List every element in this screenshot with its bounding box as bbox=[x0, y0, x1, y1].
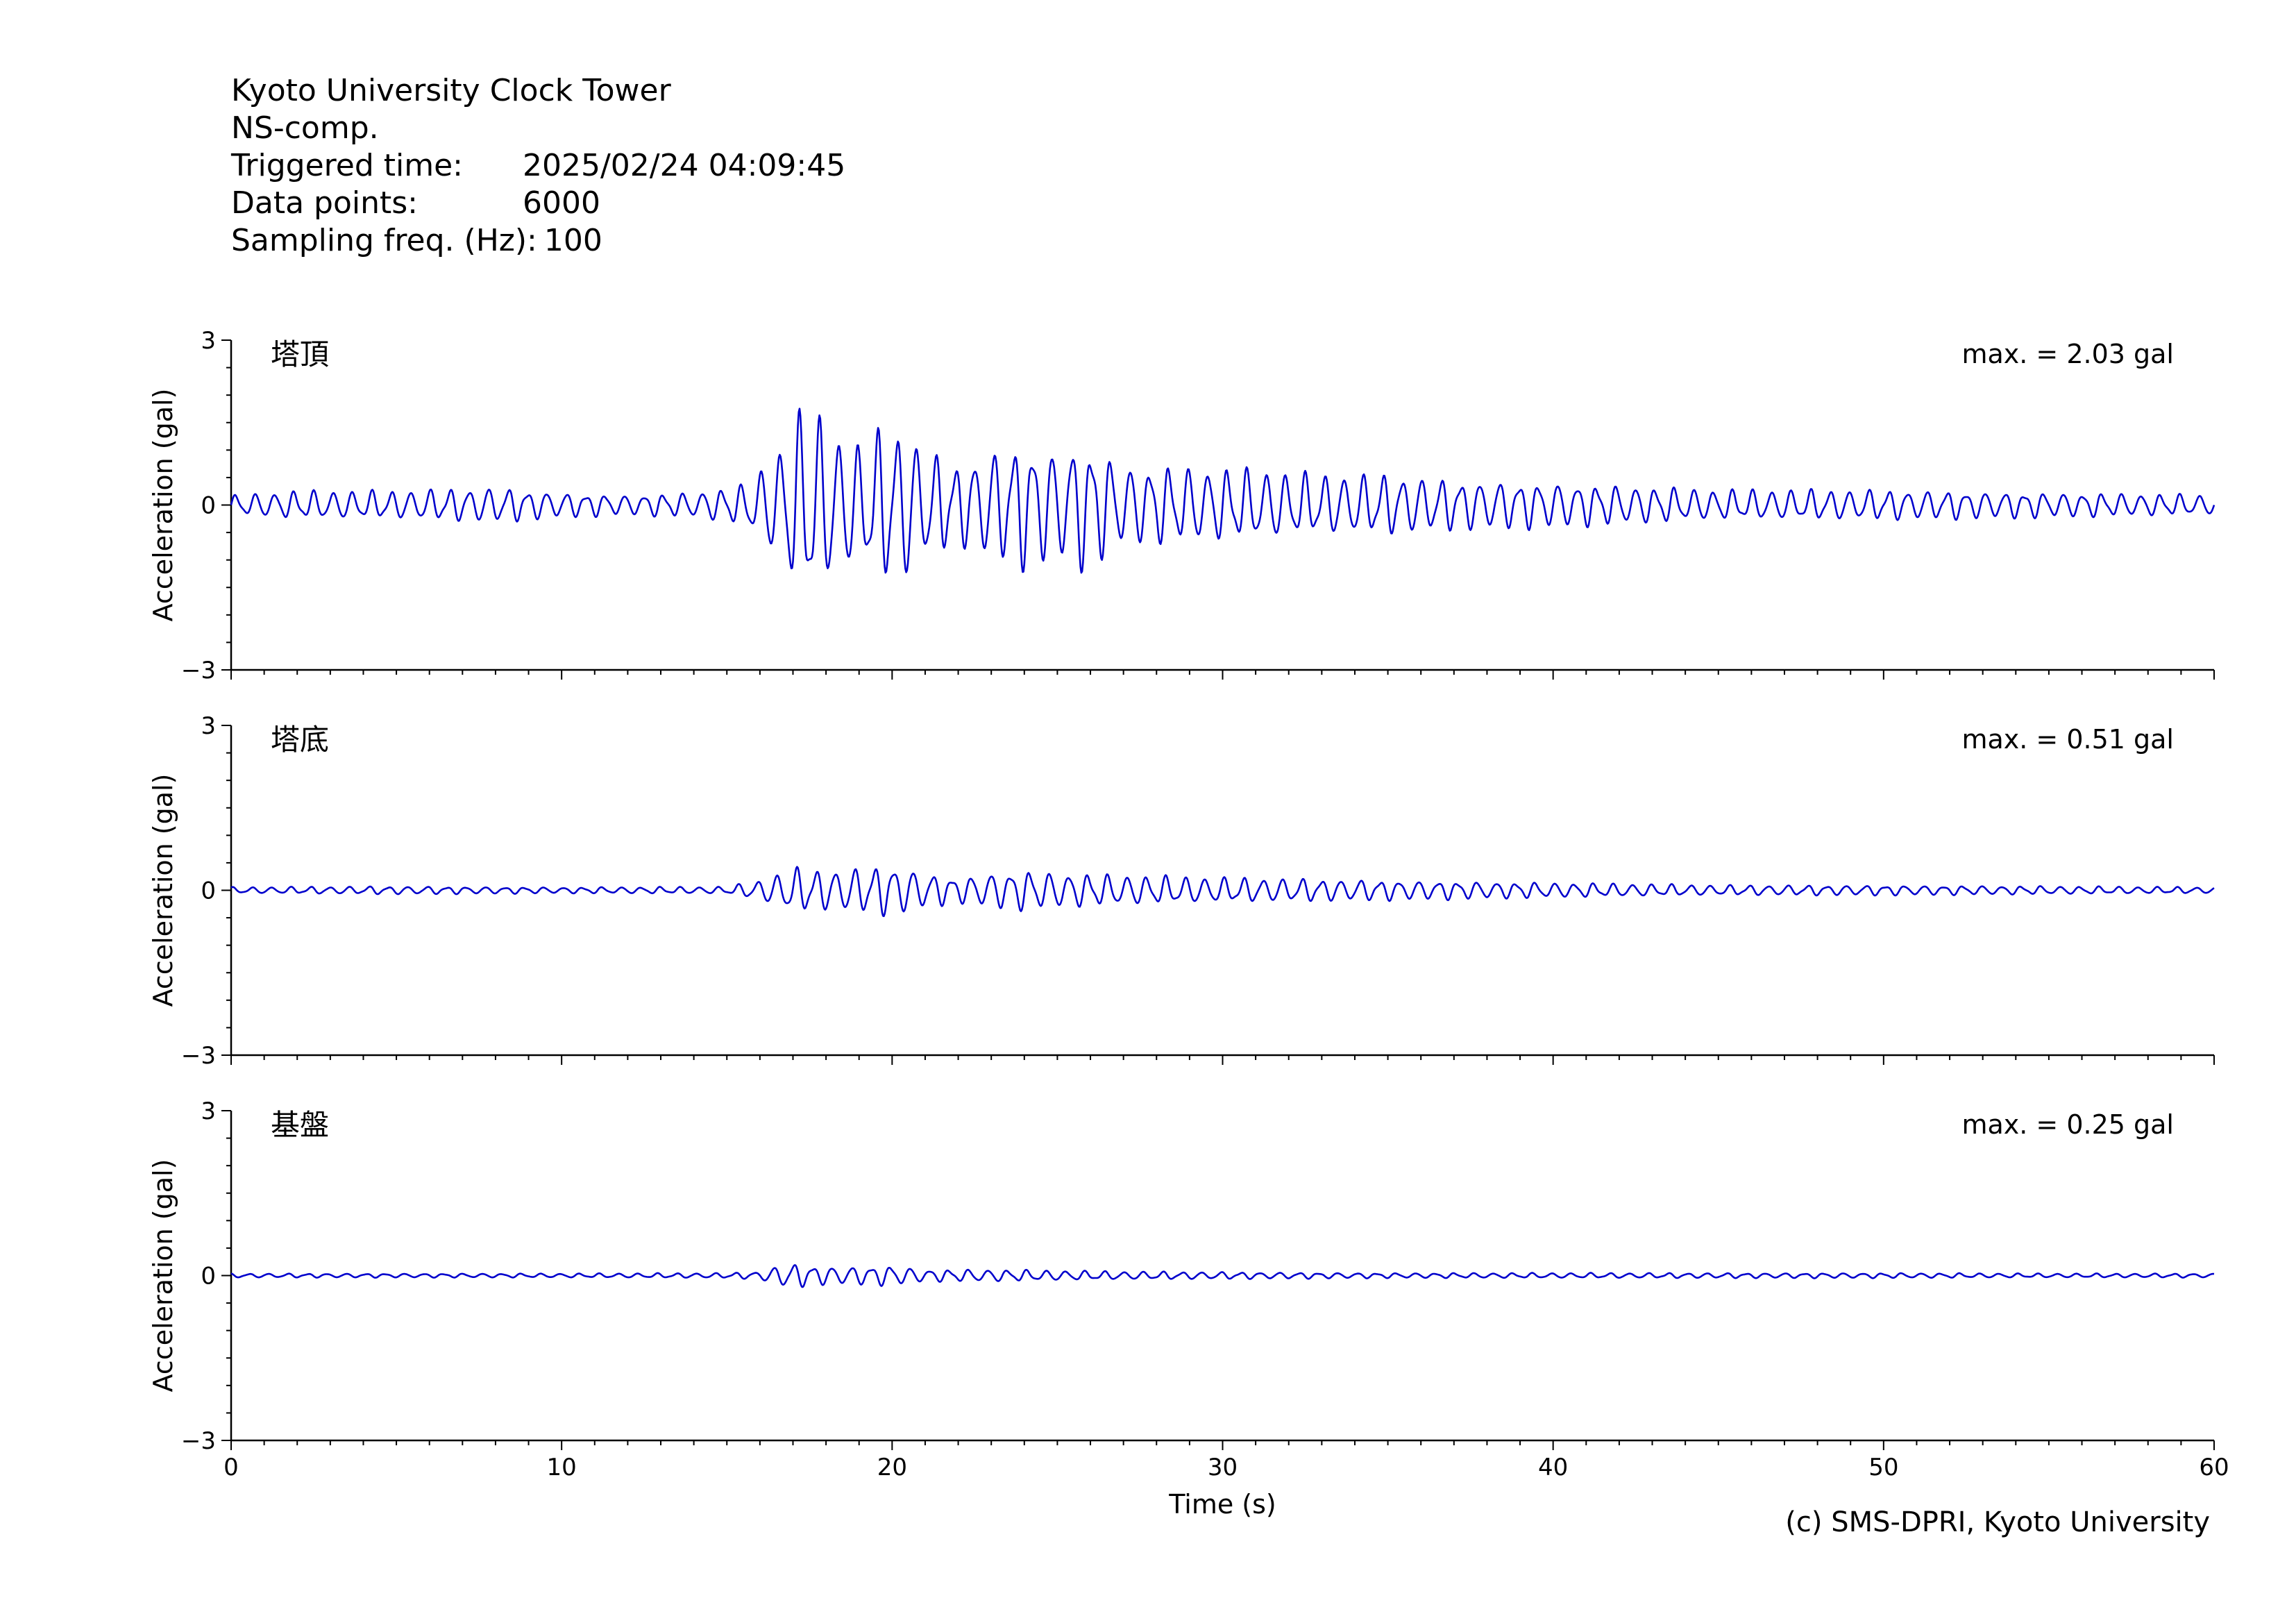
x-tick-label: 0 bbox=[223, 1454, 239, 1481]
x-axis-title: Time (s) bbox=[1168, 1489, 1276, 1520]
y-tick-label: 0 bbox=[201, 1263, 216, 1290]
max-value-label: max. = 0.51 gal bbox=[1961, 724, 2174, 755]
max-value-label: max. = 2.03 gal bbox=[1961, 339, 2174, 369]
station-name: Kyoto University Clock Tower bbox=[231, 73, 671, 108]
y-tick-label: −3 bbox=[181, 1427, 216, 1455]
waveform-trace bbox=[230, 1264, 2215, 1288]
header-info: Kyoto University Clock Tower NS-comp. Tr… bbox=[231, 72, 845, 260]
data-points-row: Data points: 6000 bbox=[231, 185, 845, 222]
sampling-freq-value: 100 bbox=[543, 223, 602, 258]
y-tick-label: 3 bbox=[201, 327, 216, 355]
max-value-label: max. = 0.25 gal bbox=[1961, 1109, 2174, 1140]
x-tick-label: 10 bbox=[547, 1454, 577, 1481]
y-tick-label: −3 bbox=[181, 657, 216, 684]
data-points-label: Data points: bbox=[231, 185, 419, 221]
waveform-trace bbox=[230, 866, 2215, 918]
panel-title: 塔頂 bbox=[271, 337, 329, 371]
x-tick-label: 30 bbox=[1208, 1454, 1238, 1481]
y-tick-label: 3 bbox=[201, 712, 216, 740]
y-tick-label: 0 bbox=[201, 877, 216, 905]
y-axis-title: Acceleration (gal) bbox=[148, 1159, 178, 1393]
triggered-time-value: 2025/02/24 04:09:45 bbox=[523, 148, 846, 183]
y-axis-title: Acceleration (gal) bbox=[148, 389, 178, 622]
y-axis-title: Acceleration (gal) bbox=[148, 774, 178, 1007]
triggered-time-row: Triggered time: 2025/02/24 04:09:45 bbox=[231, 147, 845, 185]
panel-title: 基盤 bbox=[271, 1108, 329, 1142]
x-tick-label: 50 bbox=[1868, 1454, 1898, 1481]
x-tick-label: 20 bbox=[877, 1454, 907, 1481]
waveform-trace bbox=[230, 407, 2215, 574]
y-tick-label: −3 bbox=[181, 1042, 216, 1070]
y-tick-label: 3 bbox=[201, 1098, 216, 1125]
copyright-credit: (c) SMS-DPRI, Kyoto University bbox=[1785, 1506, 2210, 1538]
sampling-freq-label: Sampling freq. (Hz): bbox=[231, 223, 537, 258]
component-label: NS-comp. bbox=[231, 110, 379, 146]
x-tick-label: 60 bbox=[2199, 1454, 2229, 1481]
triggered-time-label: Triggered time: bbox=[231, 148, 463, 183]
sampling-freq-row: Sampling freq. (Hz): 100 bbox=[231, 222, 845, 260]
x-tick-label: 40 bbox=[1538, 1454, 1568, 1481]
y-tick-label: 0 bbox=[201, 492, 216, 520]
panel-title: 塔底 bbox=[271, 723, 329, 757]
data-points-value: 6000 bbox=[523, 185, 600, 221]
